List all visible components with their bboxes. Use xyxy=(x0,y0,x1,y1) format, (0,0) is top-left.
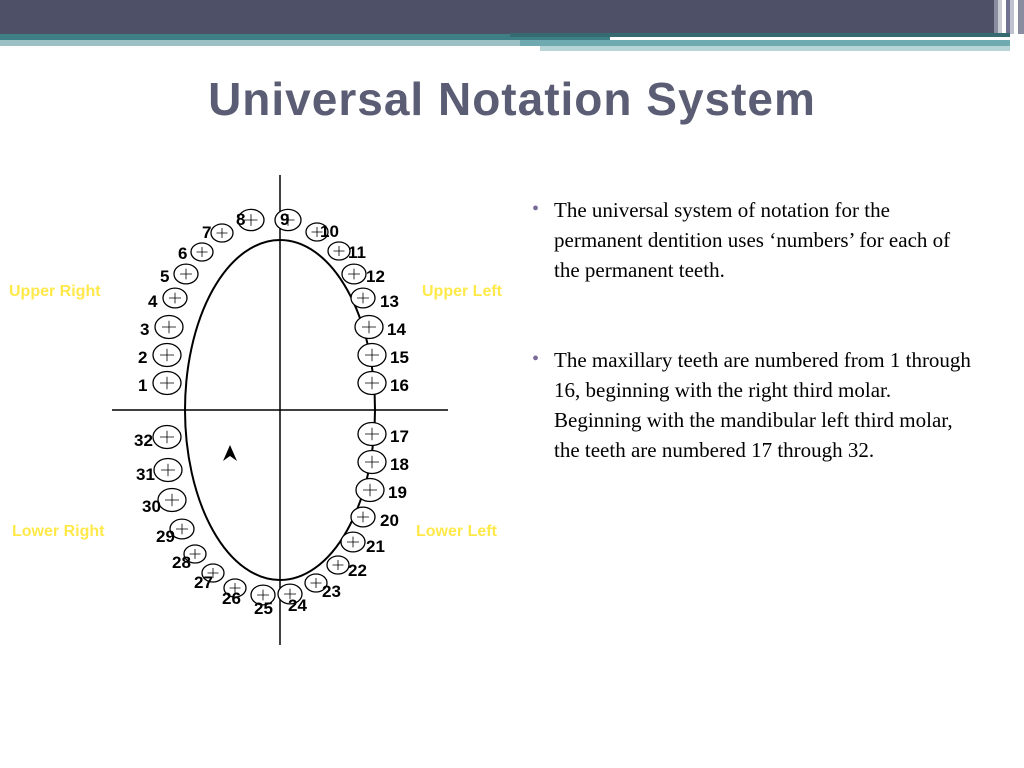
tooth-number: 30 xyxy=(142,497,161,517)
tooth-number: 21 xyxy=(366,537,385,557)
slide-title: Universal Notation System xyxy=(0,72,1024,126)
tooth-number: 14 xyxy=(387,320,406,340)
quadrant-label-lower-left: Lower Left xyxy=(416,523,497,541)
tooth-number: 13 xyxy=(380,292,399,312)
tooth-number: 6 xyxy=(178,244,187,264)
bullet-item: • The universal system of notation for t… xyxy=(532,195,972,285)
tooth-number: 9 xyxy=(280,210,289,230)
tooth-number: 18 xyxy=(390,455,409,475)
tooth-number: 15 xyxy=(390,348,409,368)
tooth-number: 5 xyxy=(160,267,169,287)
tooth-number: 25 xyxy=(254,599,273,619)
header-stripe-stack xyxy=(988,0,1024,34)
dental-chart: Upper Right Upper Left Lower Right Lower… xyxy=(100,175,460,645)
tooth-number: 12 xyxy=(366,267,385,287)
tooth-number: 26 xyxy=(222,589,241,609)
tooth-number: 19 xyxy=(388,483,407,503)
tooth-number: 7 xyxy=(202,223,211,243)
bullet-item: • The maxillary teeth are numbered from … xyxy=(532,345,972,465)
accent-stripe xyxy=(0,40,594,46)
tooth-number: 17 xyxy=(390,427,409,447)
tooth-number: 10 xyxy=(320,222,339,242)
tooth-number: 24 xyxy=(288,596,307,616)
tooth-number: 20 xyxy=(380,511,399,531)
tooth-number: 4 xyxy=(148,292,157,312)
bullet-text: The universal system of notation for the… xyxy=(554,195,972,285)
accent-stripe xyxy=(540,46,1010,51)
tooth-number: 8 xyxy=(236,210,245,230)
tooth-number: 1 xyxy=(138,376,147,396)
tooth-number: 3 xyxy=(140,320,149,340)
bullet-icon: • xyxy=(532,345,554,465)
dental-chart-svg xyxy=(100,175,460,645)
tooth-number: 22 xyxy=(348,561,367,581)
tooth-number: 28 xyxy=(172,553,191,573)
tooth-number: 29 xyxy=(156,527,175,547)
tooth-number: 32 xyxy=(134,431,153,451)
header-bar xyxy=(0,0,1024,34)
quadrant-label-upper-right: Upper Right xyxy=(9,283,101,301)
tooth-number: 23 xyxy=(322,582,341,602)
tooth-number: 27 xyxy=(194,573,213,593)
tooth-number: 2 xyxy=(138,348,147,368)
accent-stripe xyxy=(510,33,1010,37)
bullet-list: • The universal system of notation for t… xyxy=(532,195,972,525)
quadrant-label-lower-right: Lower Right xyxy=(12,523,104,541)
bullet-icon: • xyxy=(532,195,554,285)
bullet-text: The maxillary teeth are numbered from 1 … xyxy=(554,345,972,465)
tooth-number: 31 xyxy=(136,465,155,485)
tooth-number: 16 xyxy=(390,376,409,396)
quadrant-label-upper-left: Upper Left xyxy=(422,283,502,301)
tooth-number: 11 xyxy=(348,243,366,263)
